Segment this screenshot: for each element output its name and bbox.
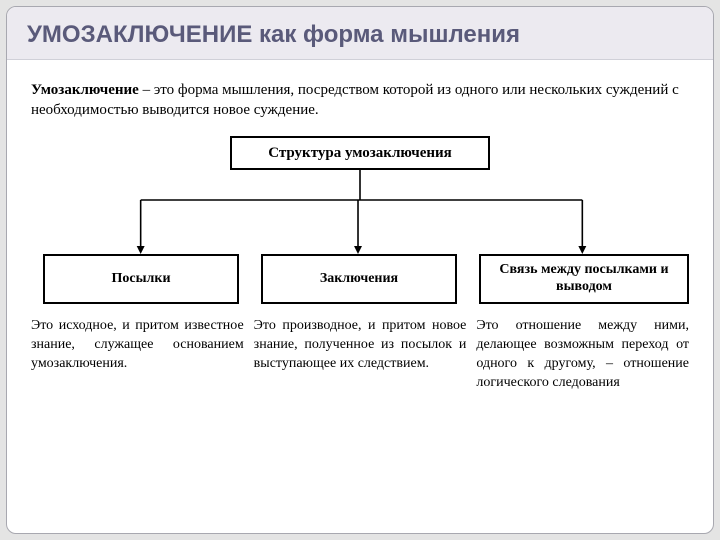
child-node-label: Связь между посылками и выводом [489,262,679,296]
child-node: Посылки [43,254,239,304]
slide-content: Умозаключение – это форма мышления, поср… [7,60,713,403]
child-node-label: Посылки [111,271,170,288]
descriptions-row: Это исходное, и притом из­вестное знание… [31,317,689,393]
description-column: Это производное, и притом новое знание, … [254,317,467,393]
child-node: Заключения [261,254,457,304]
description-column: Это исходное, и притом из­вестное знание… [31,317,244,393]
definition-term: Умозаключение [31,82,139,98]
structure-diagram: Структура умозаключения ПосылкиЗаключени… [31,136,689,311]
child-node: Связь между посылками и выводом [479,254,689,304]
slide-frame: УМОЗАКЛЮЧЕНИЕ как форма мышления Умозакл… [6,6,714,534]
child-node-label: Заключения [320,271,398,288]
slide-title: УМОЗАКЛЮЧЕНИЕ как форма мышления [27,21,693,49]
definition-paragraph: Умозаключение – это форма мышления, поср… [31,80,689,121]
description-column: Это отношение между ни­ми, делающее возм… [476,317,689,393]
slide-header: УМОЗАКЛЮЧЕНИЕ как форма мышления [7,7,713,60]
